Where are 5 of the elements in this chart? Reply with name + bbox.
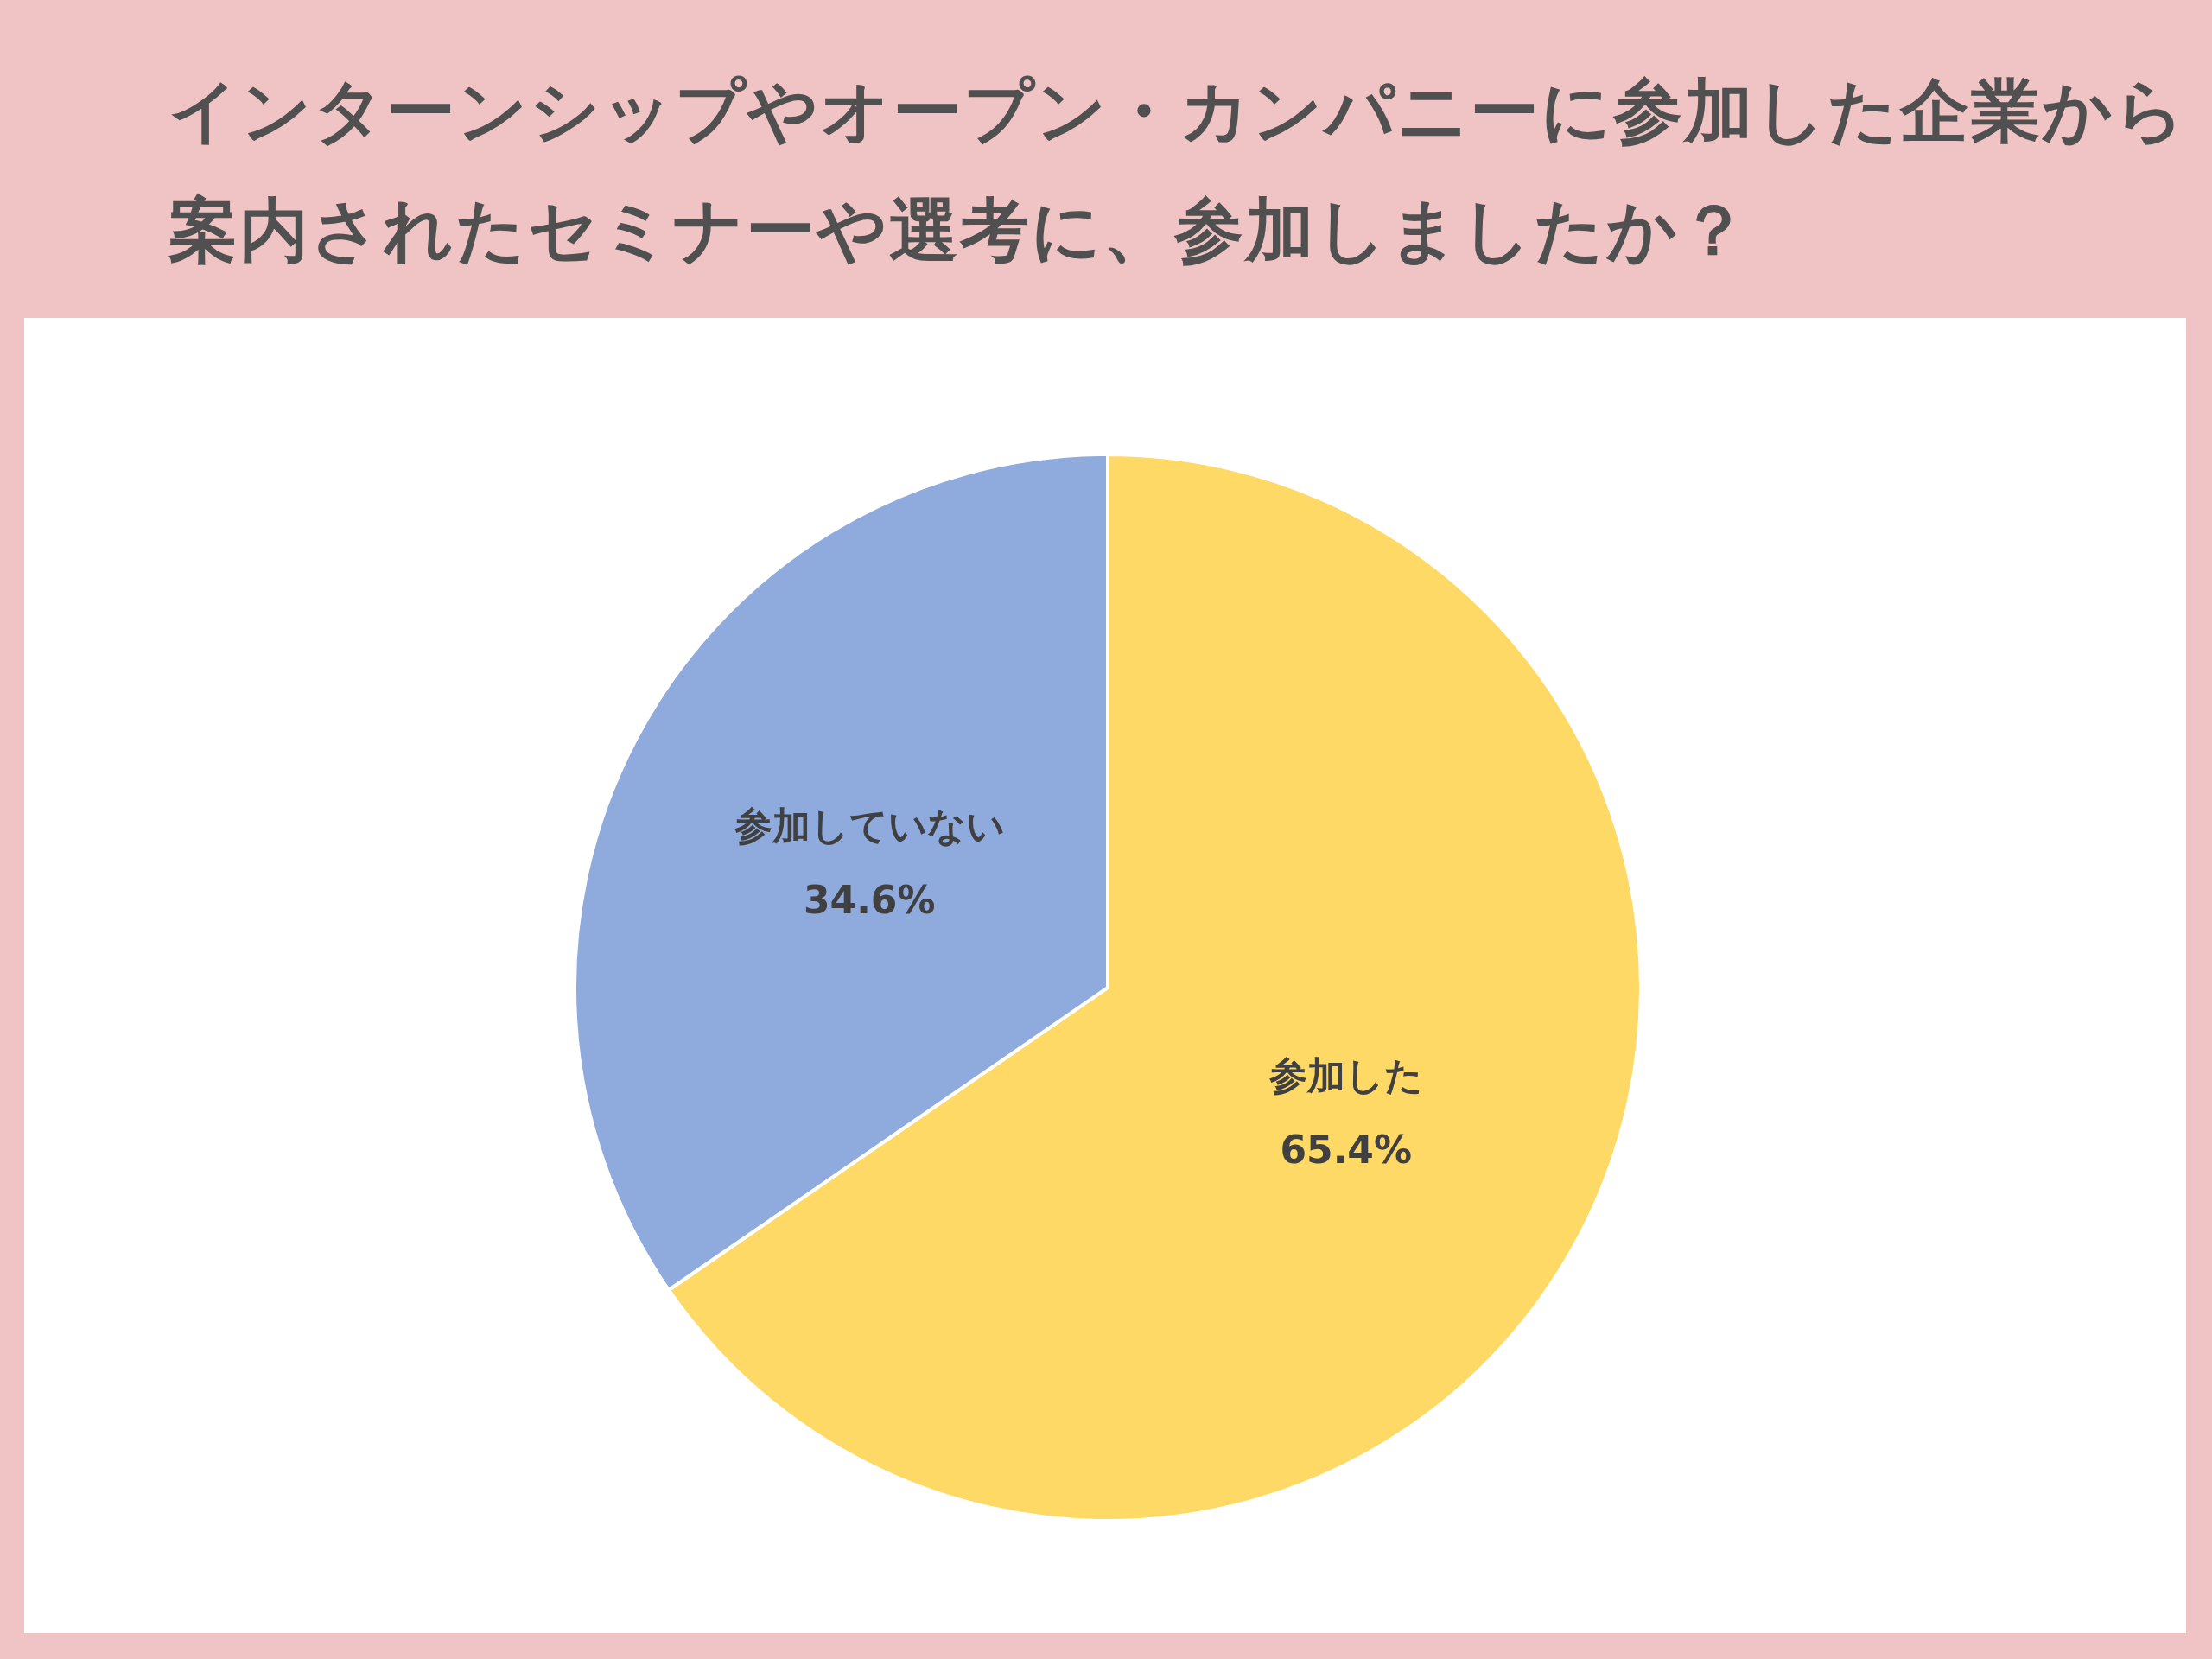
slice-label: 参加した [1268,1053,1423,1098]
data-label: 65.4% [1280,1128,1413,1173]
data-label: 34.6% [803,877,936,922]
slice-label: 参加していない [733,803,1005,848]
chart-title: インターンシップやオープン・カンパニーに参加した企業から案内されたセミナーや選考に、参加しましたか？ [168,70,2188,272]
